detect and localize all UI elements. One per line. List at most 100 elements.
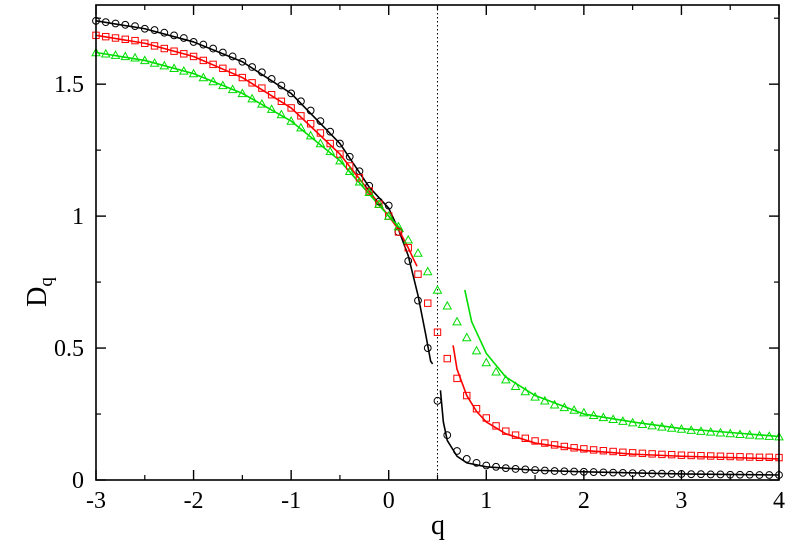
series-1-point: [160, 44, 169, 53]
series-1-point: [121, 35, 129, 44]
series-2-point: [130, 52, 140, 62]
series-2-point: [178, 65, 189, 75]
series-0-point: [423, 344, 432, 352]
series-1-point: [316, 129, 325, 137]
series-2-point: [539, 395, 550, 405]
series-0-point: [443, 431, 452, 440]
series-0-point: [209, 44, 217, 53]
series-2-point: [139, 55, 150, 65]
series-1-point: [726, 452, 734, 461]
y-axis-label: Dq: [22, 277, 57, 307]
series-2-point: [266, 104, 277, 113]
series-1-point: [492, 422, 500, 430]
series-2-point: [354, 176, 365, 186]
series-2-point: [715, 427, 726, 437]
y-tick-label: 1.5: [54, 72, 84, 98]
series-2-point: [422, 266, 433, 276]
series-1-point: [541, 439, 549, 447]
series-0-curve-1: [439, 390, 779, 476]
series-0-point: [667, 470, 676, 478]
x-tick-label: -2: [184, 488, 204, 514]
series-2-point: [481, 357, 492, 367]
series-1-point: [433, 328, 442, 336]
series-2-point: [764, 431, 775, 440]
tick-labels: -3 -2 -1 0 1 2 3 4 0 0.5 1 1.5: [54, 72, 785, 514]
series-0-point: [433, 396, 442, 405]
series-0-point: [482, 461, 491, 470]
series-0-point: [140, 24, 149, 33]
series-1-point: [180, 50, 188, 58]
series-0-point: [218, 48, 227, 57]
series-1-point: [199, 56, 208, 65]
series-1-point: [150, 42, 159, 50]
series-2-point: [286, 116, 296, 125]
series-1-point: [736, 453, 744, 461]
series-0-point: [345, 152, 354, 161]
y-axis-label-sub: q: [36, 277, 57, 287]
series-1-point: [258, 84, 266, 92]
series-1-point: [580, 445, 588, 453]
series-0-point: [697, 470, 705, 479]
series-2-point: [520, 386, 531, 396]
y-tick-label: 1: [72, 204, 84, 230]
series-0-point: [462, 454, 471, 463]
series-2-point: [296, 122, 306, 132]
series-0-point: [511, 465, 520, 473]
y-axis-label-main: D: [22, 287, 53, 307]
series-0-point: [297, 97, 305, 106]
series-2-point: [159, 60, 170, 70]
series-0-point: [199, 40, 208, 49]
series-0-point: [189, 38, 198, 46]
series-0-point: [687, 470, 696, 479]
x-tick-label: 1: [480, 488, 492, 514]
x-axis-label: q: [431, 510, 445, 541]
series-1-point: [619, 448, 627, 456]
series-0-point: [492, 462, 500, 471]
series-1-point: [667, 450, 676, 459]
series-0-point: [658, 469, 666, 478]
series-0-point: [745, 470, 754, 479]
series-0-point: [755, 471, 764, 479]
series-1-point: [228, 68, 237, 76]
series-2-point: [100, 48, 111, 58]
series-1-point: [394, 228, 403, 236]
series-0-point: [160, 28, 169, 37]
series-2-point: [335, 155, 345, 165]
series-1-point: [443, 354, 451, 363]
series-0-point: [384, 201, 393, 210]
series-2-point: [257, 98, 267, 108]
series-1-point: [755, 453, 764, 462]
series-0-point: [238, 57, 247, 66]
series-2-point: [383, 211, 394, 220]
series-0-point: [287, 89, 296, 98]
series-2-point: [227, 84, 238, 94]
series-2-point: [608, 414, 618, 424]
series-2-point: [393, 221, 404, 231]
series-2-point: [618, 416, 628, 425]
series-0-point: [257, 68, 266, 77]
series-1-point: [248, 79, 256, 87]
series-1-point: [141, 39, 149, 47]
series-1-point: [502, 427, 510, 435]
series-2-point: [315, 138, 326, 148]
series-1-point: [589, 446, 598, 454]
series-0-point: [618, 468, 627, 477]
series-0-point: [326, 127, 335, 136]
series-0-point: [648, 469, 657, 478]
series-2-point: [374, 199, 384, 208]
series-2-point: [559, 402, 570, 412]
series-2-point: [569, 405, 579, 414]
series-1-point: [345, 162, 354, 170]
series-0-point: [248, 63, 257, 71]
series-0-point: [521, 465, 530, 474]
series-2-point: [403, 234, 414, 244]
series-2-point: [530, 391, 540, 401]
series-1-curve-1: [452, 345, 779, 460]
series-1-point: [707, 452, 715, 460]
series-0-point: [179, 34, 188, 42]
series-0-point: [599, 468, 608, 477]
series-2-point: [413, 248, 423, 257]
series-0-point: [150, 26, 159, 34]
series-0-point: [404, 257, 413, 265]
series-1-point: [628, 449, 637, 457]
